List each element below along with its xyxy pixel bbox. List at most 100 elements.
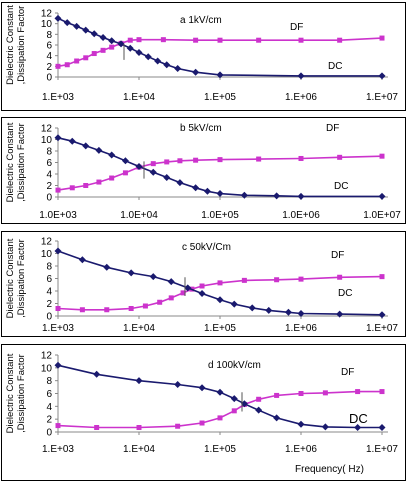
data-point-dc [135,377,143,385]
y-axis-label: Dielectric Constant ,Dissipation Factor [5,5,27,85]
y-axis-label-line2: ,Dissipation Factor [16,6,27,85]
x-tick-label: 1.E+07 [366,323,398,334]
data-point-dc [78,256,86,264]
data-point-df [256,37,262,43]
data-point-dc [378,311,386,319]
data-point-dc [240,400,248,408]
data-point-dc [93,370,101,378]
data-point-dc [284,308,292,316]
data-point-df [55,63,61,69]
y-tick-label: 0 [46,312,52,323]
series-label-dc: DC [328,61,342,72]
data-point-dc [176,179,184,187]
x-tick-label: 1.E+03 [42,323,74,334]
panel-title: b 5kV/cm [180,123,222,134]
data-point-dc [163,173,171,181]
y-axis-label: Dielectric Constant ,Dissipation Factor [5,238,27,318]
data-point-dc [378,424,386,432]
data-point-dc [273,192,281,200]
data-point-dc [90,30,98,38]
series-label-dc: DC [334,181,348,192]
series-line-df [57,390,382,429]
series-label-df: DF [290,22,303,33]
y-tick-label: 2 [46,415,52,426]
data-point-df [100,47,106,53]
data-point-dc [154,57,162,65]
y-tick-label: 12 [41,237,53,248]
data-point-df [136,37,142,43]
data-point-df [136,425,142,431]
data-point-dc [174,381,182,389]
x-tick-label: 1.E+04 [123,323,155,334]
data-point-dc [216,388,224,396]
series-label-df: DF [341,367,354,378]
y-axis-label-line1: Dielectric Constant [5,122,16,202]
data-point-df [337,154,343,160]
x-tick-label: 1.E+06 [285,323,317,334]
data-point-dc [108,37,116,45]
data-point-df [55,187,61,193]
data-point-df [175,423,181,429]
data-point-dc [184,284,192,292]
data-point-df [164,159,170,165]
data-point-df [217,415,223,421]
x-tick-label: 1.0E+06 [282,210,320,221]
data-point-dc [230,300,238,308]
data-point-df [128,306,134,311]
series-line-dc [57,250,383,316]
data-point-df [199,283,205,289]
series-line-df [57,155,383,191]
data-point-dc [248,304,256,312]
data-point-dc [82,142,90,150]
data-point-dc [95,146,103,154]
x-tick-label: 1.0E+07 [363,210,401,221]
y-axis-label: Dielectric Constant ,Dissipation Factor [5,122,27,202]
data-point-dc [378,72,386,80]
data-point-dc [230,395,238,403]
series-label-df: DF [331,250,344,261]
y-tick-label: 0 [46,428,52,439]
data-point-df [274,392,280,398]
data-point-df [298,391,304,396]
y-axis-label-line1: Dielectric Constant [5,353,16,433]
data-point-df [193,37,199,43]
data-point-df [83,183,89,188]
data-point-dc [68,137,76,145]
data-point-dc [354,424,362,432]
panel-frame [1,2,406,111]
panel-title: a 1kV/cm [180,15,222,26]
data-point-df [298,276,304,282]
data-point-df [217,157,223,163]
data-point-dc [198,384,206,392]
panel-frame [1,231,406,337]
data-point-df [109,175,115,181]
data-point-dc [336,310,344,318]
y-tick-label: 6 [46,274,52,285]
data-point-dc [297,192,305,200]
y-tick-label: 12 [41,9,53,20]
data-point-df [55,423,61,429]
x-tick-label: 1.E+03 [42,92,74,103]
data-point-dc [192,184,200,192]
y-tick-label: 0 [46,193,52,204]
data-point-df [104,307,110,313]
data-point-df [298,155,304,161]
y-tick-label: 10 [41,19,53,30]
y-tick-label: 8 [46,30,52,41]
data-point-df [69,185,75,191]
panel-title: c 50kV/Cm [182,242,231,253]
y-tick-label: 2 [46,62,52,73]
x-tick-label: 1.E+03 [42,444,74,455]
data-point-dc [117,40,125,48]
data-point-df [160,37,166,43]
data-point-dc [127,269,135,277]
data-point-df [379,274,385,280]
data-point-dc [121,157,129,165]
y-tick-label: 12 [41,351,53,362]
x-tick-label: 1.E+06 [285,92,317,103]
data-point-df [256,396,262,402]
